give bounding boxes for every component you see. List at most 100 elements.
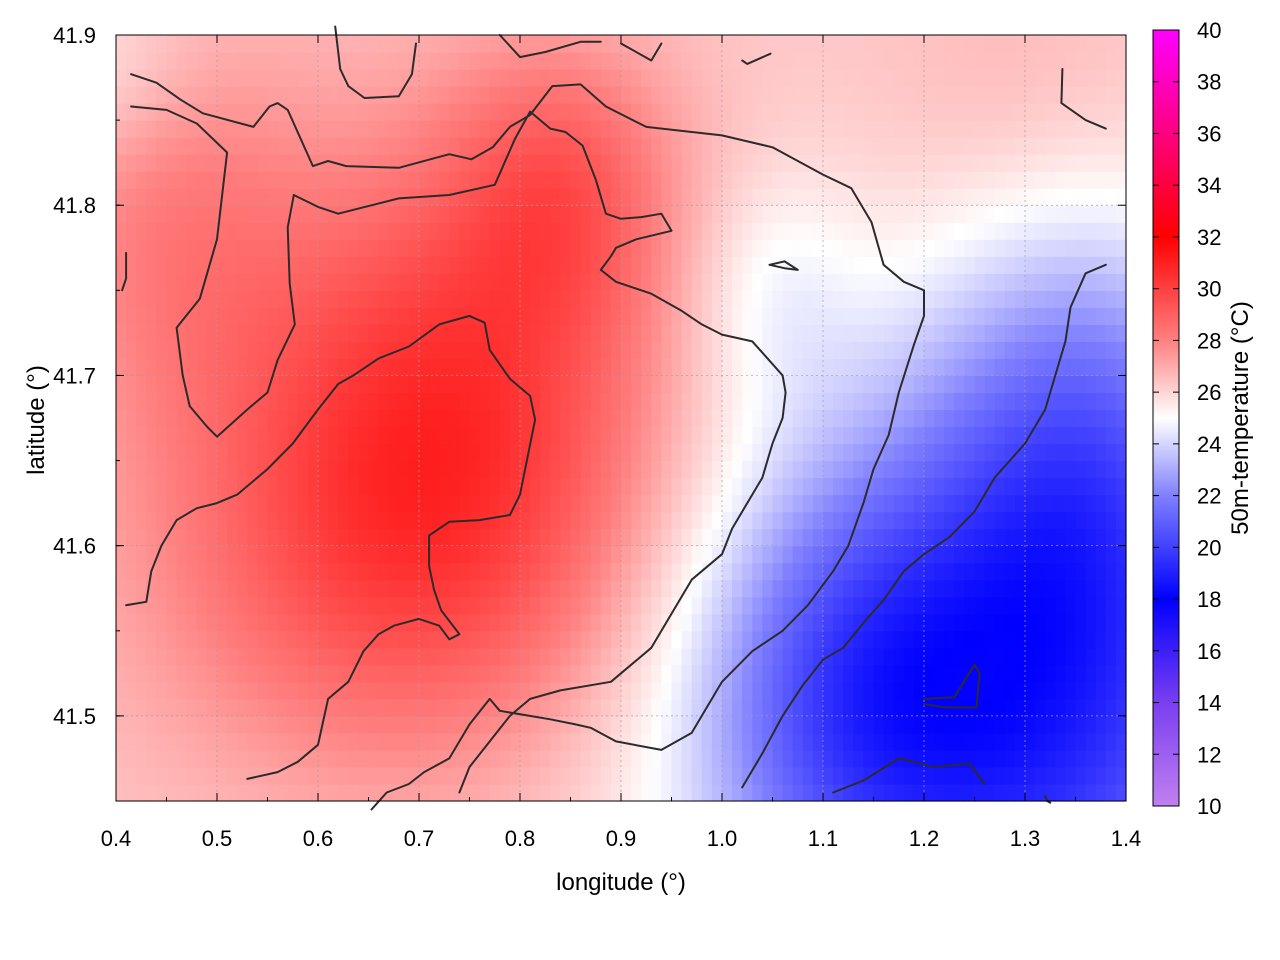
heatmap-cell bbox=[530, 715, 541, 734]
heatmap-cell bbox=[267, 392, 279, 411]
heatmap-cell bbox=[762, 52, 774, 70]
heatmap-cell bbox=[812, 426, 824, 445]
heatmap-cell bbox=[863, 341, 875, 360]
heatmap-cell bbox=[964, 681, 976, 700]
heatmap-cell bbox=[176, 188, 188, 206]
heatmap-cell bbox=[530, 239, 541, 257]
heatmap-cell bbox=[550, 630, 561, 649]
heatmap-cell bbox=[378, 749, 390, 768]
heatmap-cell bbox=[762, 613, 774, 632]
heatmap-cell bbox=[853, 681, 864, 700]
heatmap-cell bbox=[287, 409, 299, 428]
heatmap-cell bbox=[126, 511, 137, 530]
heatmap-cell bbox=[893, 494, 905, 513]
heatmap-cell bbox=[408, 375, 420, 394]
heatmap-cell bbox=[772, 375, 784, 394]
heatmap-cell bbox=[671, 205, 683, 223]
heatmap-cell bbox=[459, 120, 471, 138]
heatmap-cell bbox=[126, 613, 137, 632]
heatmap-cell bbox=[227, 137, 238, 155]
heatmap-cell bbox=[792, 86, 804, 104]
heatmap-cell bbox=[1085, 732, 1097, 751]
heatmap-cell bbox=[1025, 375, 1036, 394]
heatmap-cell bbox=[621, 681, 632, 700]
heatmap-cell bbox=[267, 256, 279, 274]
heatmap-cell bbox=[136, 545, 147, 564]
heatmap-cell bbox=[520, 392, 531, 411]
heatmap-cell bbox=[792, 715, 804, 734]
heatmap-cell bbox=[540, 103, 551, 121]
heatmap-cell bbox=[934, 630, 945, 649]
heatmap-cell bbox=[661, 358, 673, 377]
heatmap-cell bbox=[257, 698, 269, 717]
heatmap-cell bbox=[560, 511, 572, 530]
heatmap-cell bbox=[499, 52, 511, 70]
heatmap-cell bbox=[924, 681, 935, 700]
heatmap-cell bbox=[509, 256, 521, 274]
heatmap-cell bbox=[944, 477, 955, 496]
heatmap-cell bbox=[459, 188, 471, 206]
heatmap-cell bbox=[257, 256, 269, 274]
heatmap-cell bbox=[873, 188, 885, 206]
heatmap-cell bbox=[267, 783, 279, 802]
heatmap-cell bbox=[378, 443, 390, 462]
heatmap-cell bbox=[671, 188, 683, 206]
heatmap-cell bbox=[792, 613, 804, 632]
heatmap-cell bbox=[237, 698, 248, 717]
heatmap-cell bbox=[944, 630, 955, 649]
heatmap-cell bbox=[196, 783, 208, 802]
heatmap-cell bbox=[257, 273, 269, 291]
heatmap-cell bbox=[1095, 86, 1107, 104]
heatmap-cell bbox=[237, 715, 248, 734]
heatmap-cell bbox=[489, 273, 501, 291]
heatmap-cell bbox=[580, 239, 592, 257]
heatmap-cell bbox=[853, 154, 864, 172]
heatmap-cell bbox=[1025, 154, 1036, 172]
heatmap-cell bbox=[893, 409, 905, 428]
heatmap-cell bbox=[792, 307, 804, 325]
heatmap-cell bbox=[429, 426, 440, 445]
heatmap-cell bbox=[520, 52, 531, 70]
heatmap-cell bbox=[247, 426, 258, 445]
heatmap-cell bbox=[459, 69, 471, 87]
heatmap-cell bbox=[631, 307, 642, 325]
heatmap-cell bbox=[590, 647, 602, 666]
heatmap-cell bbox=[146, 120, 157, 138]
heatmap-cell bbox=[479, 647, 491, 666]
heatmap-cell bbox=[1085, 86, 1097, 104]
heatmap-cell bbox=[146, 358, 157, 377]
heatmap-cell bbox=[509, 596, 521, 615]
heatmap-cell bbox=[610, 256, 622, 274]
heatmap-cell bbox=[631, 443, 642, 462]
heatmap-cell bbox=[833, 205, 844, 223]
heatmap-cell bbox=[1065, 562, 1077, 581]
heatmap-cell bbox=[136, 766, 147, 785]
heatmap-cell bbox=[722, 715, 733, 734]
heatmap-cell bbox=[186, 205, 198, 223]
heatmap-cell bbox=[186, 766, 198, 785]
heatmap-cell bbox=[1014, 290, 1026, 308]
heatmap-cell bbox=[1045, 239, 1056, 257]
heatmap-cell bbox=[994, 307, 1006, 325]
heatmap-cell bbox=[732, 239, 743, 257]
heatmap-cell bbox=[1035, 766, 1046, 785]
heatmap-cell bbox=[156, 52, 168, 70]
heatmap-cell bbox=[530, 137, 541, 155]
heatmap-cell bbox=[469, 392, 481, 411]
heatmap-cell bbox=[934, 596, 945, 615]
heatmap-cell bbox=[903, 715, 915, 734]
heatmap-cell bbox=[843, 375, 854, 394]
heatmap-cell bbox=[1065, 494, 1077, 513]
heatmap-cell bbox=[1105, 222, 1117, 240]
heatmap-cell bbox=[1065, 426, 1077, 445]
heatmap-cell bbox=[1055, 52, 1066, 70]
heatmap-cell bbox=[307, 749, 319, 768]
heatmap-cell bbox=[1014, 103, 1026, 121]
heatmap-cell bbox=[752, 341, 763, 360]
heatmap-cell bbox=[560, 52, 572, 70]
heatmap-cell bbox=[843, 664, 854, 683]
heatmap-cell bbox=[691, 426, 703, 445]
heatmap-cell bbox=[429, 783, 440, 802]
heatmap-cell bbox=[954, 647, 965, 666]
heatmap-cell bbox=[1014, 494, 1026, 513]
